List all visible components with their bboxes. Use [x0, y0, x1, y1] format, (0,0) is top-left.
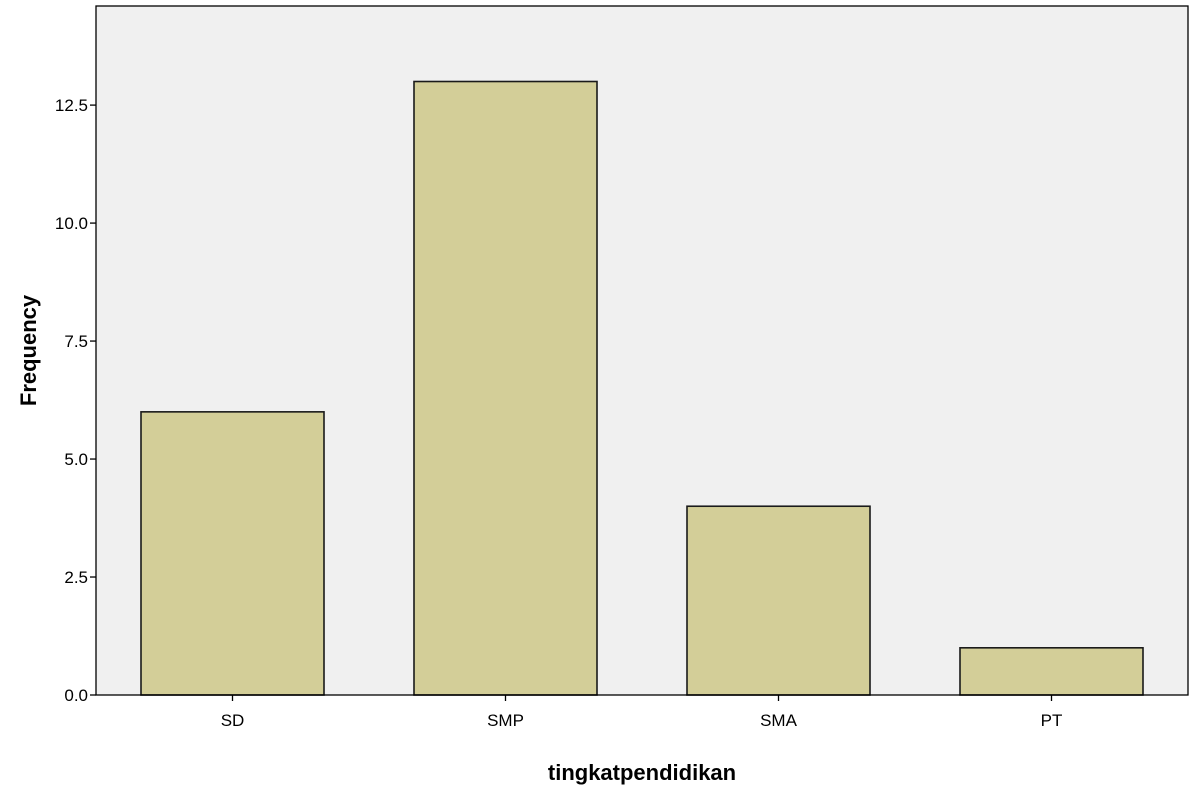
x-tick-label: SD	[221, 711, 245, 730]
x-tick-label: PT	[1041, 711, 1063, 730]
bar-pt	[959, 647, 1144, 696]
y-tick-label: 12.5	[55, 96, 88, 115]
x-axis-ticks: SD SMP SMA PT	[221, 695, 1063, 730]
x-axis-title: tingkatpendidikan	[548, 760, 736, 785]
bar-sma	[686, 505, 871, 696]
bar-smp	[413, 80, 598, 696]
plot-frame	[95, 5, 1189, 696]
y-tick-label: 2.5	[64, 568, 88, 587]
bars	[140, 80, 1144, 696]
axes	[95, 5, 1189, 696]
y-axis-title: Frequency	[16, 294, 41, 406]
x-tick-label: SMP	[487, 711, 524, 730]
y-tick-label: 5.0	[64, 450, 88, 469]
y-tick-label: 0.0	[64, 686, 88, 705]
bar-sd	[140, 411, 325, 696]
y-tick-label: 7.5	[64, 332, 88, 351]
x-tick-label: SMA	[760, 711, 798, 730]
y-tick-label: 10.0	[55, 214, 88, 233]
y-axis-ticks: 0.0 2.5 5.0 7.5 10.0 12.5	[55, 96, 96, 705]
